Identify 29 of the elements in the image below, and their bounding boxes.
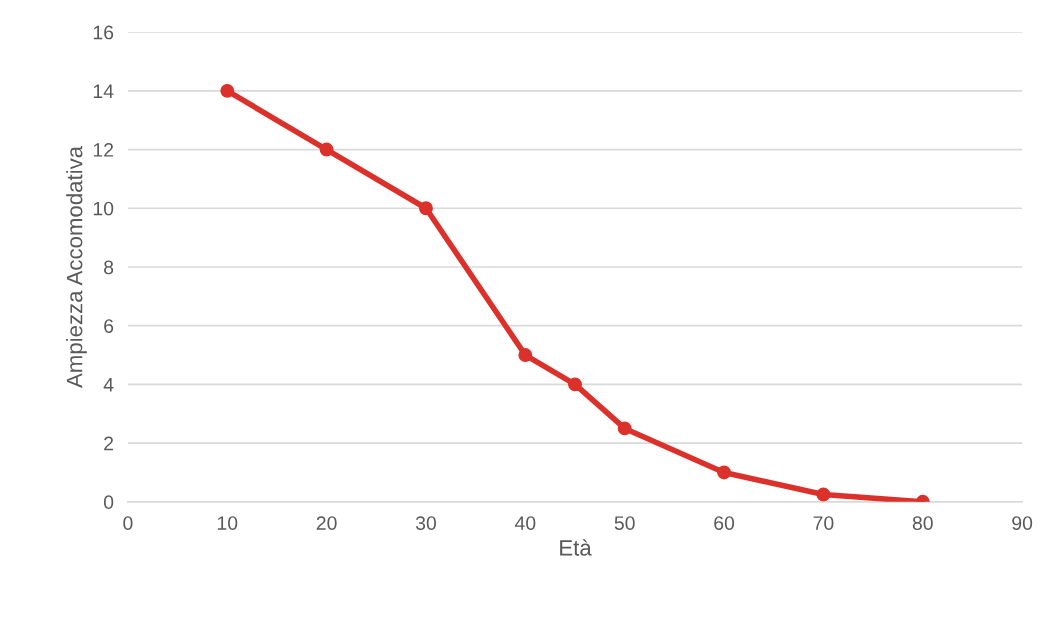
y-tick-label: 10 [93, 201, 114, 216]
x-axis-title: Età [560, 539, 592, 556]
point [220, 83, 235, 98]
point [419, 201, 433, 216]
x-tick-label: 0 [123, 516, 133, 530]
x-tick-label: 70 [813, 516, 834, 530]
point [568, 377, 582, 392]
point [518, 348, 533, 362]
y-tick-label: 0 [103, 495, 114, 510]
y-tick-label: 8 [104, 260, 114, 275]
y-tick-label: 14 [93, 84, 114, 98]
x-tick-label: 10 [217, 516, 238, 530]
x-tick-label: 40 [514, 516, 536, 530]
y-axis-title: Ampiezza Accomodativa [66, 145, 87, 388]
y-tick-label: 4 [103, 378, 114, 392]
x-tick-label: 80 [912, 516, 933, 530]
point [617, 421, 632, 436]
point [717, 465, 731, 480]
y-tick-label: 12 [93, 143, 114, 157]
point [319, 142, 334, 157]
point [816, 487, 831, 502]
y-tick-label: 2 [104, 436, 114, 451]
x-tick-label: 60 [714, 516, 735, 530]
x-tick-label: 20 [316, 516, 337, 530]
x-tick-label: 30 [415, 516, 437, 530]
x-tick-label: 90 [1012, 516, 1033, 530]
x-tick-label: 50 [614, 516, 635, 530]
y-tick-label: 6 [104, 319, 114, 333]
y-tick-label: 16 [93, 25, 114, 40]
